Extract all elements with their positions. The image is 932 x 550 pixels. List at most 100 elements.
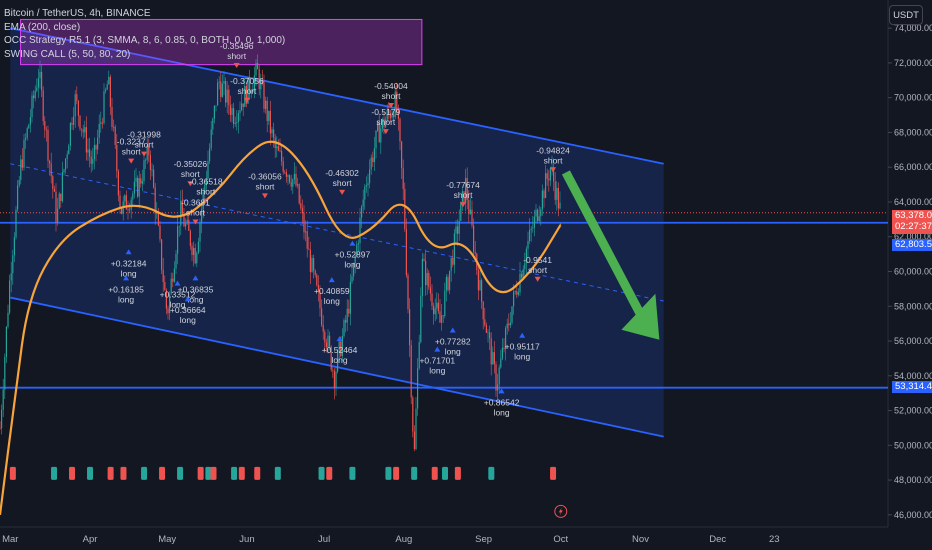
candle-body [261,80,263,83]
swing-indicator-label[interactable]: SWING CALL (5, 50, 80, 20) [4,48,131,60]
candle-body [229,105,231,115]
candle-body [284,171,286,173]
candle-body [345,320,347,323]
candle-body [218,81,220,83]
candle-body [4,357,6,390]
candle-body [521,273,523,278]
signal-arrow-icon [192,219,199,225]
candle-body [100,122,102,124]
candle-body [245,85,247,104]
candle-body [45,129,47,131]
candle-body [545,173,547,199]
y-tick-label: 72,000.00 [894,58,932,68]
y-tick-label: 48,000.00 [894,475,932,485]
candle-body [525,248,527,264]
y-tick-label: 66,000.00 [894,162,932,172]
candle-body [353,262,355,277]
swing-marker [231,466,238,480]
y-tick-label: 62,000.00 [894,232,932,242]
candle-body [5,326,7,358]
candle-body [493,352,495,365]
signal-arrow-icon [534,276,541,282]
signal-arrow-icon [202,198,209,204]
candle-body [10,273,12,281]
candle-body [404,188,406,230]
candle-body [324,331,326,343]
swing-marker [238,466,245,480]
signal-value-label: +0.95117 [505,342,540,352]
candle-body [148,145,150,156]
signal-value-label: +0.33512 [160,290,196,300]
swing-marker [69,466,76,480]
trend-arrow-head [621,293,660,340]
signal-kind-label: short [333,178,353,188]
currency-button[interactable]: USDT [889,5,923,25]
candle-body [250,92,252,94]
candle-body [36,87,38,91]
candle-body [529,229,531,241]
candle-body [372,157,374,163]
signal-kind-label: short [528,265,548,275]
candle-body [34,90,36,99]
candle-body [105,89,107,92]
candle-body [495,364,497,391]
symbol-title[interactable]: Bitcoin / TetherUS, 4h, BINANCE [4,8,151,19]
candle-body [481,280,483,302]
candle-body [509,322,511,326]
candle-body [33,95,35,99]
candle-body [538,216,540,222]
candle-body [543,190,545,199]
signal-kind-label: long [324,296,340,306]
candle-body [175,253,177,269]
candle-body [532,227,534,229]
candle-body [365,185,367,187]
candle-body [162,269,164,282]
price-axis-panel [888,0,932,550]
candle-body [7,312,9,327]
signal-kind-label: short [227,51,247,61]
candle-body [215,105,217,107]
candle-body [465,178,467,203]
candle-body [517,292,519,295]
candle-body [322,325,324,332]
candle-body [90,156,92,164]
candle-body [524,263,526,270]
current-price-tag: 63,378.00 02:27:37 [892,210,932,234]
signal-arrow-icon [187,181,194,187]
candle-body [287,175,289,177]
candle-body [455,226,457,234]
ema-indicator-label[interactable]: EMA (200, close) [4,21,81,33]
candle-body [359,217,361,244]
signal-arrow-icon [498,388,505,394]
swing-marker [87,466,94,480]
candle-body [252,89,254,93]
candle-body [308,248,310,250]
candle-body [241,103,243,111]
signal-kind-label: long [445,346,461,356]
candle-body [145,159,147,161]
swing-marker [318,466,325,480]
signal-arrow-icon [243,97,250,103]
strategy-indicator-label[interactable]: OCC Strategy R5.1 (3, SMMA, 8, 6, 0.85, … [4,35,286,46]
candle-body [412,397,414,432]
signal-kind-label: long [180,315,196,325]
candle-body [271,129,273,134]
candle-body [9,280,11,313]
swing-marker [9,466,16,480]
candle-body [225,81,227,103]
signal-value-label: -0.5179 [371,107,400,117]
candle-body [463,191,465,203]
x-tick-label: Aug [395,534,412,545]
candle-body [61,172,63,202]
candle-body [153,169,155,188]
candle-body [346,308,348,323]
candle-body [269,110,271,134]
signal-kind-label: short [382,91,402,101]
candle-body [405,229,407,276]
candle-body [445,277,447,291]
candle-body [276,146,278,149]
candle-body [98,123,100,138]
signal-kind-label: short [181,169,201,179]
